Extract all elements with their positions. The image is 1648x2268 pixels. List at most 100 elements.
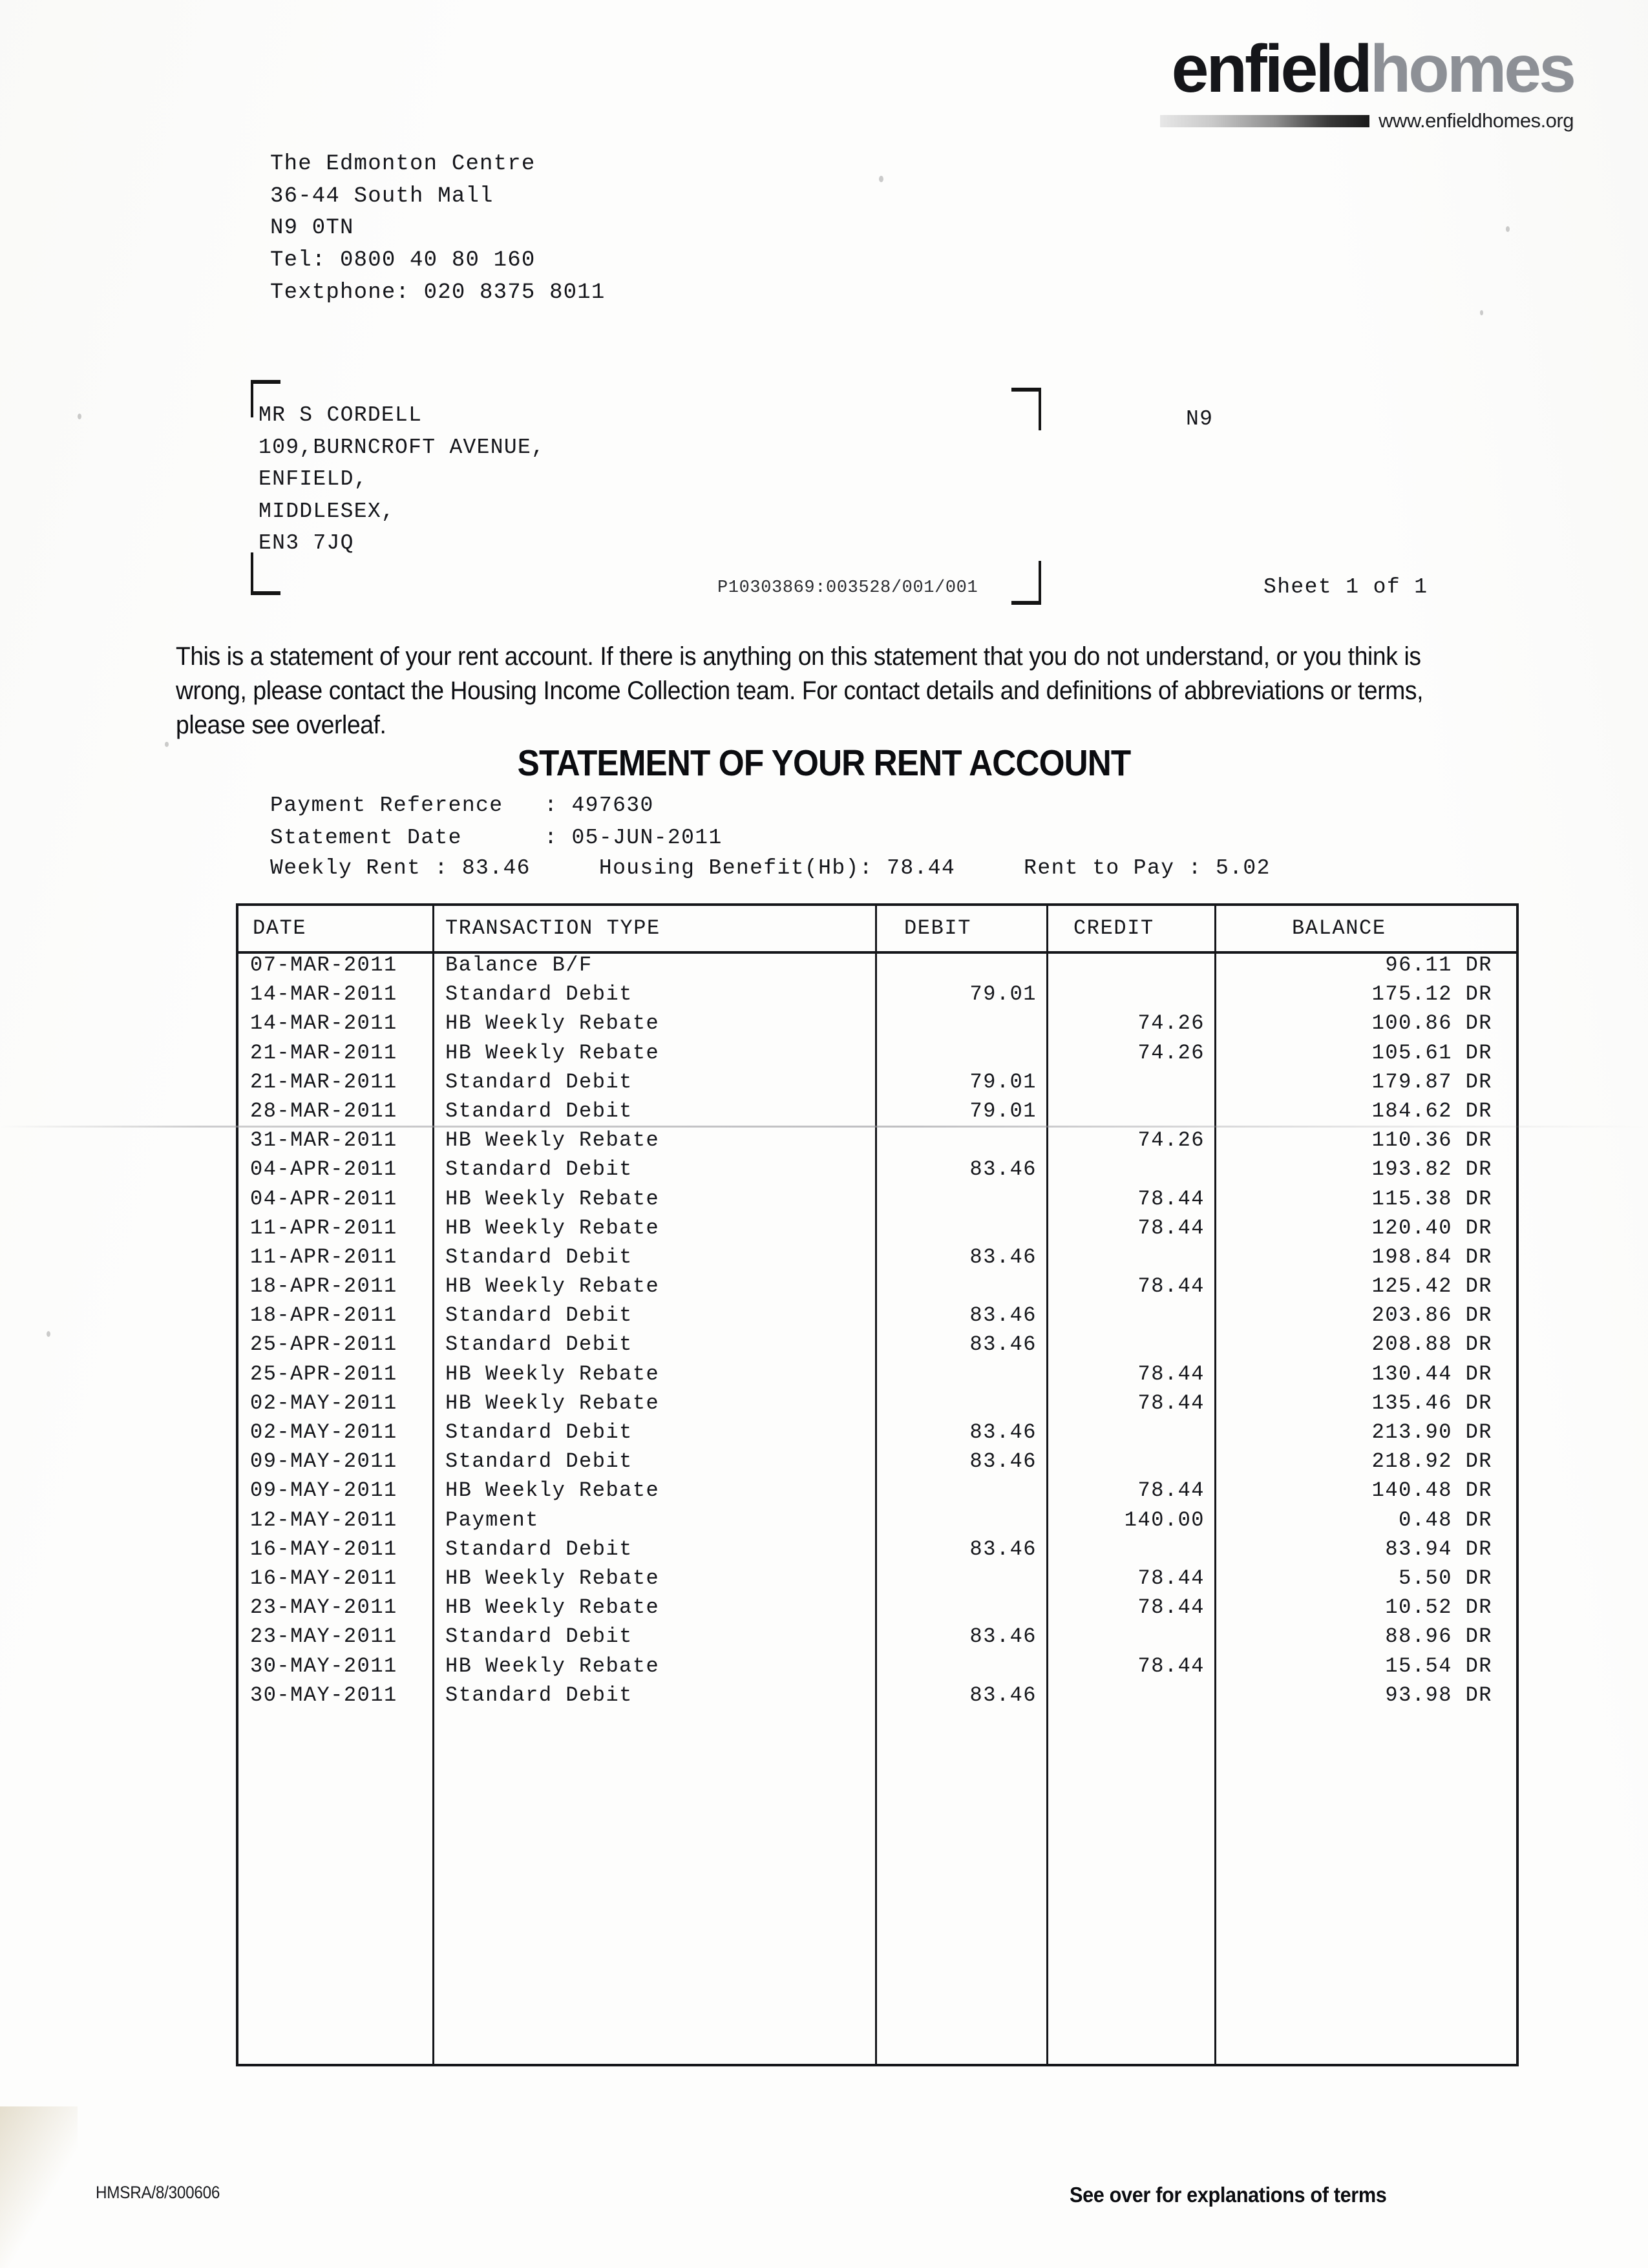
transaction-balance: 83.94 DR	[1385, 1537, 1492, 1561]
column-divider-debit	[875, 906, 877, 2064]
transaction-debit: 83.46	[969, 1244, 1037, 1269]
transaction-date: 30-MAY-2011	[250, 1654, 397, 1678]
transaction-date: 25-APR-2011	[250, 1361, 397, 1386]
logo-primary-text: enfield	[1171, 32, 1373, 107]
transaction-date: 23-MAY-2011	[250, 1595, 397, 1620]
transaction-date: 18-APR-2011	[250, 1274, 397, 1299]
transaction-balance: 175.12 DR	[1371, 982, 1492, 1007]
transaction-credit: 78.44	[1137, 1361, 1205, 1386]
table-row: 11-APR-2011 Standard Debit 83.46 198.84 DR	[238, 1243, 1516, 1272]
column-header-type: TRANSACTION TYPE	[445, 916, 660, 940]
transaction-credit: 78.44	[1137, 1274, 1205, 1299]
account-summary-block: Payment Reference : 497630 Statement Dat…	[270, 793, 723, 850]
transaction-balance: 125.42 DR	[1371, 1274, 1492, 1299]
transaction-date: 11-APR-2011	[250, 1215, 397, 1240]
transaction-date: 14-MAR-2011	[250, 1011, 397, 1036]
transaction-credit: 140.00	[1124, 1507, 1205, 1532]
transaction-balance: 193.82 DR	[1371, 1157, 1492, 1182]
table-row: 23-MAY-2011 Standard Debit 83.46 88.96 DR	[238, 1622, 1516, 1652]
table-row: 28-MAR-2011 Standard Debit 79.01 184.62 DR	[238, 1097, 1516, 1126]
recipient-area-code: N9	[1186, 407, 1214, 431]
transaction-balance: 203.86 DR	[1371, 1303, 1492, 1328]
page-title: STATEMENT OF YOUR RENT ACCOUNT	[517, 742, 1132, 784]
scan-speck	[879, 176, 883, 182]
transaction-type: Balance B/F	[445, 953, 593, 977]
table-row: 25-APR-2011 Standard Debit 83.46 208.88 DR	[238, 1330, 1516, 1360]
transaction-credit: 78.44	[1137, 1654, 1205, 1678]
transaction-balance: 96.11 DR	[1385, 953, 1492, 977]
transaction-type: Standard Debit	[445, 1537, 633, 1561]
transaction-date: 21-MAR-2011	[250, 1040, 397, 1065]
transaction-date: 09-MAY-2011	[250, 1478, 397, 1503]
rent-totals-line: Weekly Rent : 83.46 Housing Benefit(Hb):…	[270, 856, 1271, 880]
crop-mark-bottom-right	[1011, 561, 1041, 605]
transaction-debit: 83.46	[969, 1683, 1037, 1707]
transaction-balance: 105.61 DR	[1371, 1040, 1492, 1065]
transaction-debit: 83.46	[969, 1449, 1037, 1474]
transaction-balance: 208.88 DR	[1371, 1332, 1492, 1357]
transaction-balance: 130.44 DR	[1371, 1361, 1492, 1386]
transaction-credit: 78.44	[1137, 1566, 1205, 1590]
transaction-date: 25-APR-2011	[250, 1332, 397, 1357]
table-row: 23-MAY-2011 HB Weekly Rebate 78.44 10.52 DR	[238, 1593, 1516, 1622]
table-row: 02-MAY-2011 Standard Debit 83.46 213.90 DR	[238, 1418, 1516, 1447]
transaction-debit: 83.46	[969, 1303, 1037, 1328]
transaction-balance: 115.38 DR	[1371, 1186, 1492, 1211]
recipient-address-block: MR S CORDELL 109,BURNCROFT AVENUE, ENFIE…	[259, 403, 545, 555]
footer-note: See over for explanations of terms	[1070, 2183, 1387, 2207]
transaction-type: Standard Debit	[445, 1624, 633, 1649]
crop-mark-bottom-left	[251, 552, 280, 595]
column-header-debit: DEBIT	[904, 916, 972, 940]
logo-website-url: www.enfieldhomes.org	[1379, 109, 1574, 132]
transaction-type: HB Weekly Rebate	[445, 1654, 660, 1678]
crop-mark-top-right	[1011, 388, 1041, 430]
transaction-credit: 78.44	[1137, 1186, 1205, 1211]
transaction-balance: 140.48 DR	[1371, 1478, 1492, 1503]
table-row: 11-APR-2011 HB Weekly Rebate 78.44 120.40 D…	[238, 1214, 1516, 1243]
scan-speck	[165, 742, 169, 747]
scan-speck	[1506, 226, 1510, 232]
column-header-date: DATE	[253, 916, 307, 940]
transaction-date: 21-MAR-2011	[250, 1069, 397, 1094]
sender-address-block: The Edmonton Centre 36-44 South Mall N9 …	[270, 152, 606, 305]
scan-speck	[78, 414, 81, 419]
transaction-credit: 74.26	[1137, 1040, 1205, 1065]
transaction-type: Standard Debit	[445, 1420, 633, 1444]
transaction-type: HB Weekly Rebate	[445, 1128, 660, 1153]
table-row: 30-MAY-2011 Standard Debit 83.46 93.98 DR	[238, 1681, 1516, 1710]
transaction-credit: 74.26	[1137, 1128, 1205, 1153]
transaction-type: Standard Debit	[445, 982, 633, 1007]
transaction-credit: 74.26	[1137, 1011, 1205, 1036]
column-divider-credit	[1046, 906, 1048, 2064]
transaction-date: 07-MAR-2011	[250, 953, 397, 977]
table-row: 21-MAR-2011 Standard Debit 79.01 179.87 DR	[238, 1068, 1516, 1097]
transaction-balance: 218.92 DR	[1371, 1449, 1492, 1474]
transaction-debit: 83.46	[969, 1157, 1037, 1182]
transaction-balance: 5.50 DR	[1399, 1566, 1492, 1590]
transaction-date: 09-MAY-2011	[250, 1449, 397, 1474]
logo-gradient-bar	[1160, 114, 1370, 127]
transaction-type: HB Weekly Rebate	[445, 1040, 660, 1065]
transaction-debit: 79.01	[969, 1098, 1037, 1123]
column-divider-date	[432, 906, 434, 2064]
table-row: 31-MAR-2011 HB Weekly Rebate 74.26 110.36 D…	[238, 1126, 1516, 1155]
transaction-type: Standard Debit	[445, 1449, 633, 1474]
transaction-type: HB Weekly Rebate	[445, 1361, 660, 1386]
transaction-balance: 110.36 DR	[1371, 1128, 1492, 1153]
transaction-type: HB Weekly Rebate	[445, 1566, 660, 1590]
transaction-type: Standard Debit	[445, 1157, 633, 1182]
transaction-date: 04-APR-2011	[250, 1157, 397, 1182]
transaction-date: 02-MAY-2011	[250, 1420, 397, 1444]
transaction-debit: 83.46	[969, 1624, 1037, 1649]
table-row: 14-MAR-2011 Standard Debit 79.01 175.12 DR	[238, 980, 1516, 1009]
transaction-debit: 83.46	[969, 1332, 1037, 1357]
transaction-credit: 78.44	[1137, 1215, 1205, 1240]
transaction-date: 28-MAR-2011	[250, 1098, 397, 1123]
transaction-balance: 179.87 DR	[1371, 1069, 1492, 1094]
table-row: 16-MAY-2011 Standard Debit 83.46 83.94 DR	[238, 1535, 1516, 1564]
table-row: 07-MAR-2011 Balance B/F 96.11 DR	[238, 951, 1516, 980]
transaction-type: HB Weekly Rebate	[445, 1215, 660, 1240]
transaction-balance: 10.52 DR	[1385, 1595, 1492, 1620]
transaction-date: 11-APR-2011	[250, 1244, 397, 1269]
